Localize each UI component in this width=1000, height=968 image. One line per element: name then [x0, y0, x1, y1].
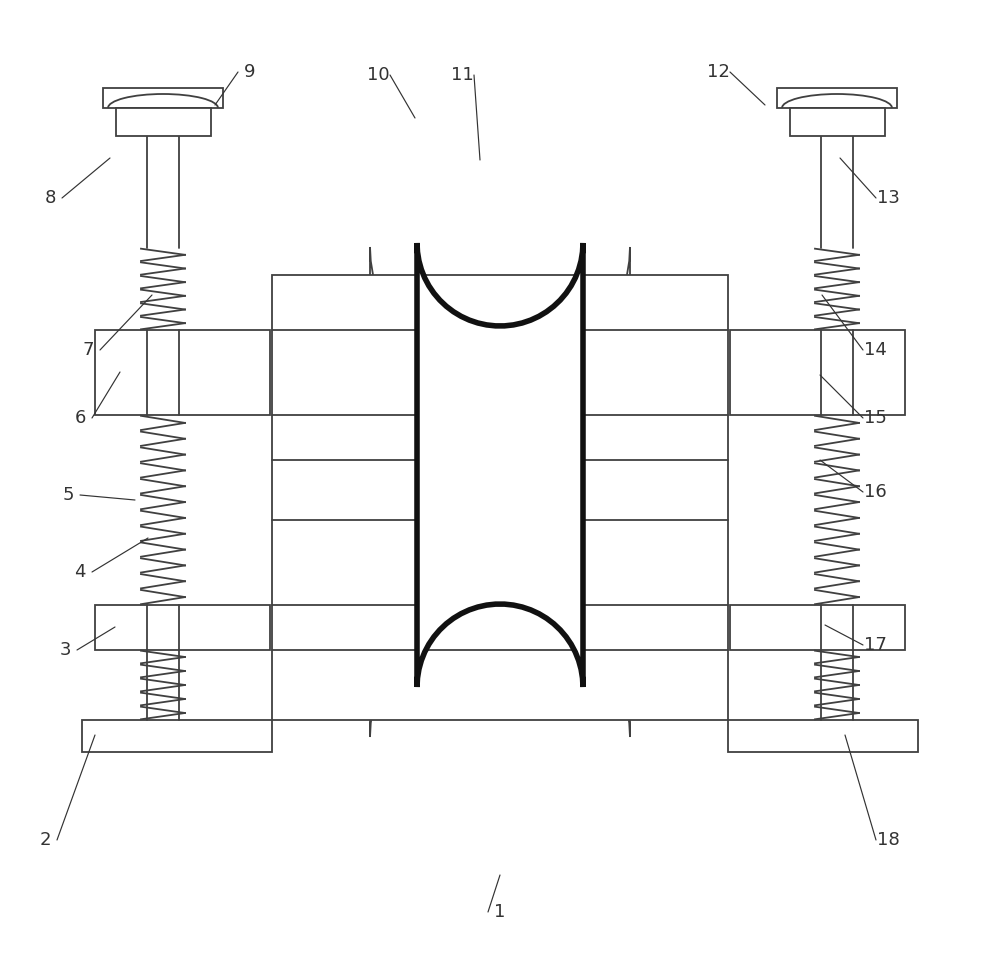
Text: 12: 12 [707, 63, 729, 81]
Text: 3: 3 [59, 641, 71, 659]
Text: 8: 8 [44, 189, 56, 207]
Text: 17: 17 [864, 636, 886, 654]
Bar [790, 108, 885, 136]
Bar [728, 720, 918, 752]
Polygon shape [370, 247, 630, 737]
Bar [272, 275, 728, 720]
Text: 1: 1 [494, 903, 506, 921]
Bar [95, 330, 270, 415]
Text: 6: 6 [74, 409, 86, 427]
Text: 18: 18 [877, 831, 899, 849]
Text: 5: 5 [62, 486, 74, 504]
Text: 10: 10 [367, 66, 389, 84]
Text: 11: 11 [451, 66, 473, 84]
Text: 9: 9 [244, 63, 256, 81]
Text: 4: 4 [74, 563, 86, 581]
Text: 2: 2 [39, 831, 51, 849]
Bar [777, 88, 897, 108]
Text: 14: 14 [864, 341, 886, 359]
Polygon shape [417, 243, 583, 687]
Bar [103, 88, 223, 108]
Bar [95, 605, 270, 650]
Bar [730, 605, 905, 650]
Text: 7: 7 [82, 341, 94, 359]
Bar [82, 720, 272, 752]
Bar [730, 330, 905, 415]
Text: 13: 13 [877, 189, 899, 207]
Bar [116, 108, 210, 136]
Text: 15: 15 [864, 409, 886, 427]
Text: 16: 16 [864, 483, 886, 501]
